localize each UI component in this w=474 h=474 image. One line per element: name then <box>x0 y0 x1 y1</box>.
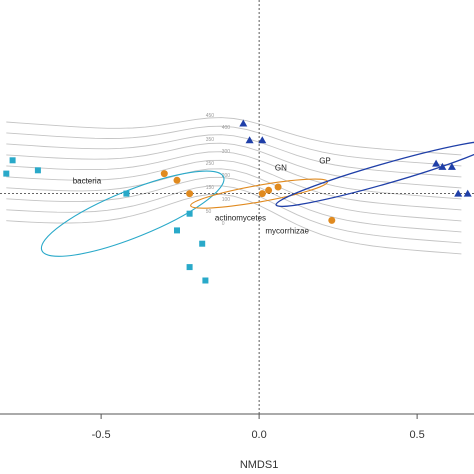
contour-line <box>6 168 462 222</box>
square-point <box>174 227 180 234</box>
circle-point <box>186 190 194 198</box>
points-layer <box>3 119 472 284</box>
square-point <box>186 264 193 271</box>
contour-line <box>6 159 462 211</box>
annotation-label: GN <box>275 163 287 172</box>
contour-label: 0 <box>222 221 225 227</box>
contour-label: 50 <box>206 209 212 215</box>
annotation-label: mycorrhizae <box>265 227 309 236</box>
contour-label: 350 <box>206 137 215 143</box>
circle-point <box>258 190 266 198</box>
contour-label: 100 <box>222 197 231 203</box>
square-point <box>34 167 41 174</box>
contour-line <box>6 151 462 200</box>
circle-point <box>265 186 273 194</box>
annotation-label: GP <box>319 157 331 166</box>
ellipse-layer <box>40 140 474 257</box>
group-ellipse <box>40 170 225 257</box>
contour-line <box>6 125 462 167</box>
annotation-layer: bacteria GN GP actinomycetes mycorrhizae <box>73 157 331 236</box>
square-point <box>123 190 130 197</box>
triangle-point <box>463 189 472 197</box>
triangle-point <box>258 136 267 144</box>
contour-label: 200 <box>222 173 231 179</box>
contour-label: 150 <box>206 185 215 191</box>
triangle-point <box>245 136 254 144</box>
square-point <box>202 277 209 284</box>
square-point <box>9 157 16 164</box>
group-ellipse <box>275 140 474 208</box>
triangle-point <box>239 119 248 127</box>
x-tick-label: -0.5 <box>92 429 111 441</box>
contour-line <box>6 134 462 178</box>
square-point <box>3 170 10 177</box>
annotation-label: bacteria <box>73 177 102 186</box>
contour-label: 250 <box>206 161 215 167</box>
contour-line <box>6 117 462 156</box>
x-axis-title: NMDS1 <box>240 459 279 471</box>
square-point <box>199 240 206 247</box>
circle-point <box>173 176 181 184</box>
circle-point <box>274 183 282 191</box>
triangle-point <box>438 162 447 170</box>
contour-label: 400 <box>222 125 231 131</box>
reference-lines <box>0 0 474 414</box>
annotation-label: actinomycetes <box>215 213 266 222</box>
square-point <box>186 210 193 217</box>
x-tick-label: 0.5 <box>409 429 424 441</box>
contour-label: 450 <box>206 113 215 119</box>
circle-point <box>328 216 336 224</box>
triangle-point <box>454 189 463 197</box>
x-tick-label: 0.0 <box>251 429 266 441</box>
contour-line <box>6 193 462 255</box>
contour-line <box>6 142 462 189</box>
triangle-point <box>447 162 456 170</box>
triangle-point <box>432 159 441 167</box>
contour-line <box>6 176 462 233</box>
axes-layer: -0.5 0.0 0.5 <box>0 413 474 441</box>
circle-point <box>160 170 168 178</box>
